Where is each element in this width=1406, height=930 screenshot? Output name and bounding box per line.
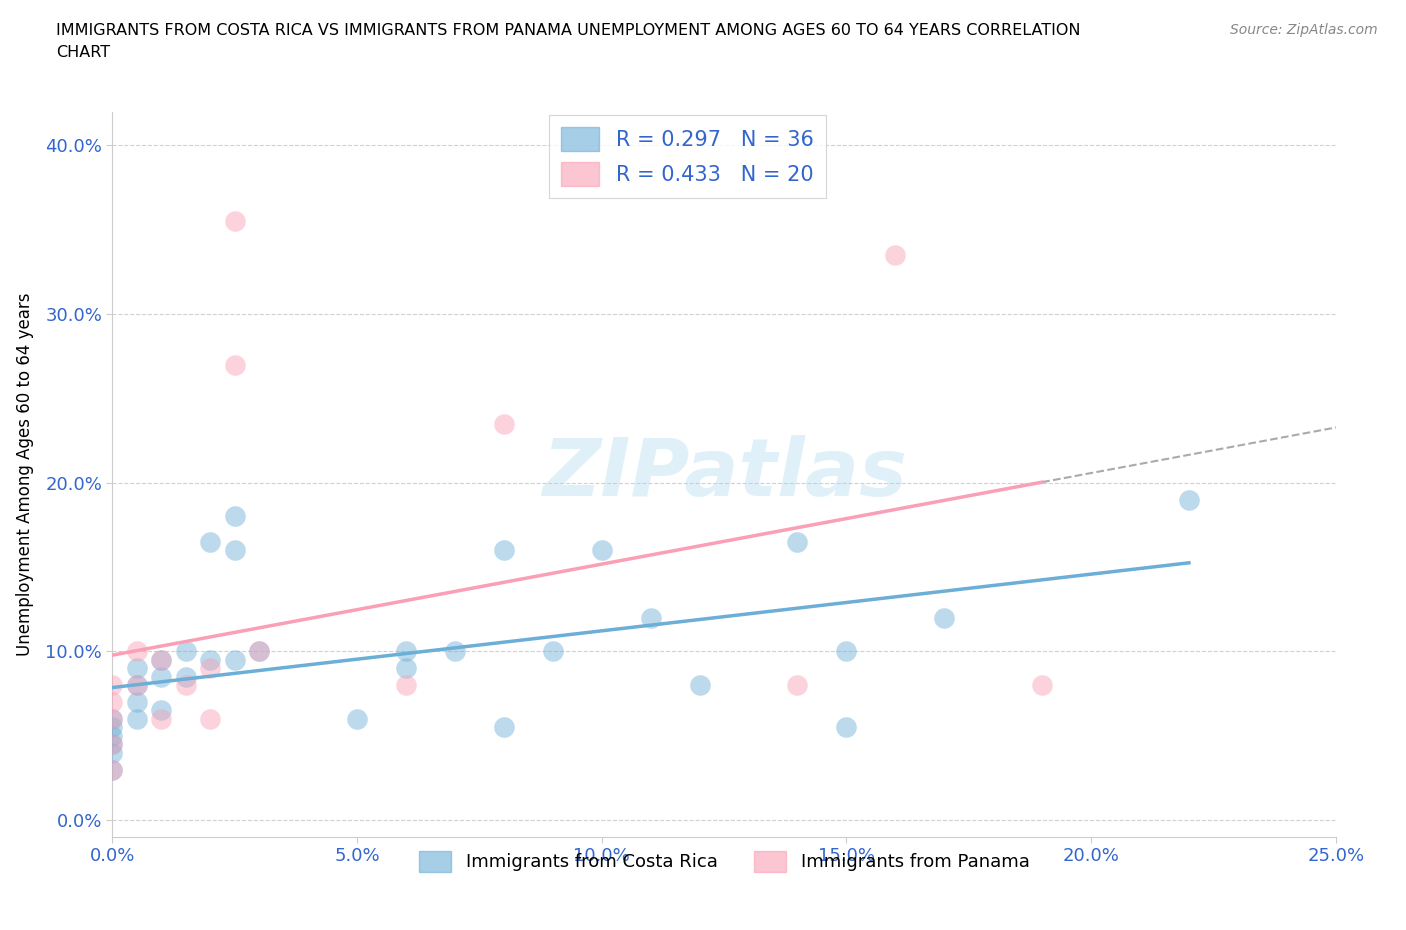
Text: Source: ZipAtlas.com: Source: ZipAtlas.com [1230, 23, 1378, 37]
Point [224, 509, 246, 524]
Point [101, 762, 124, 777]
Point [492, 417, 515, 432]
Point [934, 610, 956, 625]
Text: IMMIGRANTS FROM COSTA RICA VS IMMIGRANTS FROM PANAMA UNEMPLOYMENT AMONG AGES 60 : IMMIGRANTS FROM COSTA RICA VS IMMIGRANTS… [56, 23, 1081, 38]
Point [125, 661, 148, 676]
Point [150, 670, 173, 684]
Point [224, 214, 246, 229]
Point [786, 678, 808, 693]
Point [591, 543, 613, 558]
Point [174, 644, 197, 658]
Point [150, 711, 173, 726]
Point [200, 535, 222, 550]
Point [174, 670, 197, 684]
Point [150, 703, 173, 718]
Legend: Immigrants from Costa Rica, Immigrants from Panama: Immigrants from Costa Rica, Immigrants f… [412, 844, 1036, 879]
Point [200, 653, 222, 668]
Point [395, 644, 418, 658]
Point [492, 720, 515, 735]
Point [200, 661, 222, 676]
Point [224, 653, 246, 668]
Point [101, 711, 124, 726]
Point [125, 711, 148, 726]
Y-axis label: Unemployment Among Ages 60 to 64 years: Unemployment Among Ages 60 to 64 years [15, 293, 34, 656]
Point [346, 711, 368, 726]
Point [101, 745, 124, 760]
Point [101, 762, 124, 777]
Point [101, 737, 124, 751]
Point [640, 610, 662, 625]
Point [101, 728, 124, 743]
Point [101, 695, 124, 710]
Point [1031, 678, 1053, 693]
Point [247, 644, 270, 658]
Point [150, 653, 173, 668]
Point [150, 653, 173, 668]
Point [125, 695, 148, 710]
Point [101, 678, 124, 693]
Point [395, 661, 418, 676]
Point [101, 720, 124, 735]
Point [786, 535, 808, 550]
Point [444, 644, 467, 658]
Point [395, 678, 418, 693]
Point [101, 711, 124, 726]
Point [835, 644, 858, 658]
Point [200, 711, 222, 726]
Point [884, 247, 907, 262]
Point [541, 644, 564, 658]
Point [101, 737, 124, 751]
Point [224, 357, 246, 372]
Point [689, 678, 711, 693]
Point [247, 644, 270, 658]
Point [835, 720, 858, 735]
Point [1178, 492, 1201, 507]
Text: CHART: CHART [56, 45, 110, 60]
Point [125, 678, 148, 693]
Point [224, 543, 246, 558]
Point [125, 678, 148, 693]
Point [492, 543, 515, 558]
Point [125, 644, 148, 658]
Point [174, 678, 197, 693]
Text: ZIPatlas: ZIPatlas [541, 435, 907, 513]
